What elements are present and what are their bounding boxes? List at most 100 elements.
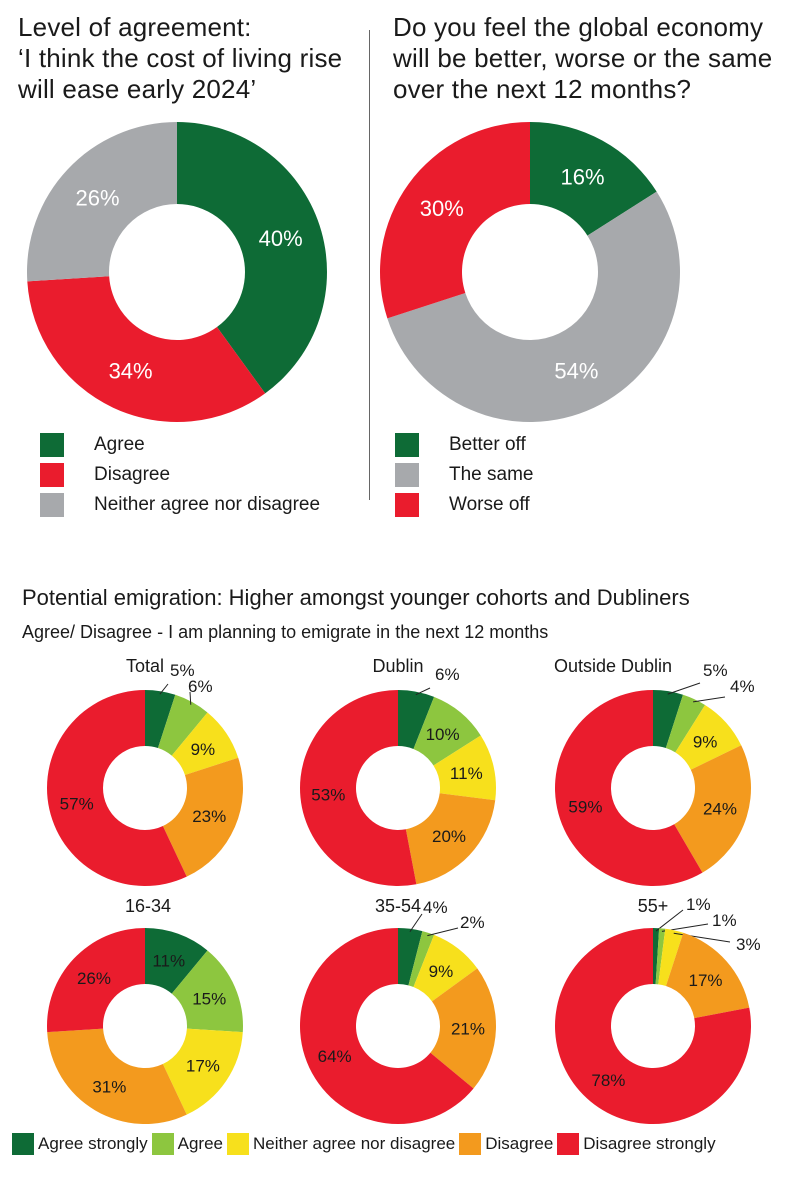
data-label: 78%: [591, 1071, 625, 1090]
data-label: 57%: [60, 794, 94, 813]
data-label: 9%: [429, 962, 454, 981]
legend-label: Disagree: [485, 1134, 554, 1153]
donut-title: Outside Dublin: [554, 656, 672, 676]
leader-line: [427, 927, 459, 937]
legend-item-agree-strongly: Agree strongly: [12, 1133, 148, 1155]
outside-dublin-donut: Outside Dublin 5%4% 9% 24% 59%: [554, 656, 755, 886]
data-label: 1%: [712, 911, 737, 930]
slice-disagree-strongly: [46, 690, 187, 886]
data-label: 21%: [451, 1019, 485, 1038]
slice-agree-strongly: [653, 928, 660, 985]
data-label: 30%: [420, 196, 464, 221]
data-label: 31%: [92, 1077, 126, 1096]
age-55-plus-donut: 55+ 1%1% 3% 17% 78%: [555, 895, 761, 1124]
leader-line: [655, 909, 684, 932]
legend-swatch-agree: [40, 433, 64, 457]
slice-disagree: [665, 932, 750, 1019]
data-label: 16%: [560, 164, 604, 189]
data-label: 9%: [693, 732, 718, 751]
legend-item-agree: Agree: [151, 1133, 223, 1155]
leader-line: [692, 696, 726, 703]
data-label: 1%: [686, 895, 711, 914]
slice-the-same: [387, 191, 680, 422]
legend-swatch: [557, 1133, 580, 1155]
data-label: 5%: [170, 661, 195, 680]
slice-agree: [157, 694, 208, 756]
title-line: will ease early 2024’: [18, 74, 257, 104]
slice-disagree-strongly: [555, 690, 703, 886]
title-line: over the next 12 months?: [393, 74, 692, 104]
legend-swatch: [12, 1133, 34, 1155]
slice-agree-strongly: [398, 928, 423, 986]
data-label: 24%: [703, 800, 737, 819]
data-label: 59%: [568, 797, 602, 816]
data-label: 15%: [192, 989, 226, 1008]
data-label: 11%: [450, 764, 483, 783]
slice-worse-off: [380, 122, 530, 319]
data-label: 2%: [460, 913, 485, 932]
slice-disagree: [430, 968, 496, 1089]
data-label: 6%: [188, 677, 213, 696]
donut-title: 16-34: [125, 896, 171, 916]
cost-of-living-donut: 40% 34% 26%: [26, 122, 328, 422]
donut-title: Dublin: [372, 656, 423, 676]
data-label: 54%: [554, 359, 598, 384]
legend-swatch-disagree: [40, 463, 64, 487]
data-label: 34%: [109, 359, 153, 384]
age-16-34-donut: 16-34 11% 15% 17% 31% 26%: [47, 896, 244, 1124]
legend-label: Agree: [94, 434, 145, 455]
data-label: 23%: [192, 807, 226, 826]
slice-disagree: [27, 276, 266, 422]
slice-agree-strongly: [145, 928, 208, 994]
leader-line: [189, 691, 192, 705]
title-line: ‘I think the cost of living rise: [18, 43, 343, 73]
data-label: 9%: [191, 740, 216, 759]
leader-line: [159, 683, 169, 695]
legend-item-neither: Neither agree nor disagree: [40, 493, 320, 517]
slice-agree-strongly: [653, 690, 683, 749]
legend-item-disagree-strongly: Disagree strongly: [557, 1133, 716, 1155]
legend-swatch: [459, 1133, 482, 1155]
slice-disagree: [47, 1028, 187, 1124]
data-label: 4%: [730, 677, 755, 696]
legend-swatch: [151, 1133, 174, 1155]
legend-label: Worse off: [449, 494, 530, 515]
legend-swatch-the-same: [395, 463, 419, 487]
slice-disagree-strongly: [299, 928, 474, 1124]
slice-agree: [171, 950, 244, 1033]
slice-disagree-strongly: [47, 928, 145, 1033]
donut-title: 55+: [638, 896, 669, 916]
legend-label: Disagree strongly: [583, 1134, 716, 1153]
slice-disagree-strongly: [299, 690, 417, 886]
data-label: 40%: [259, 226, 303, 251]
emigration-legend: Agree strongly Agree Neither agree nor d…: [12, 1133, 720, 1155]
data-label: 6%: [435, 665, 460, 684]
slice-neither-agree-nor-disagree: [658, 928, 684, 987]
legend-item-the-same: The same: [395, 463, 533, 487]
legend-label: Agree strongly: [38, 1134, 148, 1153]
total-donut: Total 5%6% 9% 23% 57%: [46, 656, 243, 886]
data-label: 17%: [186, 1056, 220, 1075]
global-economy-donut: 16% 54% 30%: [380, 122, 680, 422]
data-label: 5%: [703, 661, 728, 680]
legend-swatch: [227, 1133, 249, 1155]
data-label: 17%: [688, 971, 722, 990]
legend-label: Disagree: [94, 464, 171, 485]
slice-disagree-strongly: [555, 928, 751, 1124]
slice-disagree: [405, 793, 496, 885]
slice-disagree: [674, 745, 751, 873]
slice-neither-agree-nor-disagree: [162, 1028, 243, 1115]
slice-neither-agree-nor-disagree: [433, 735, 496, 801]
slice-agree: [177, 122, 328, 394]
leader-line: [415, 687, 431, 696]
legend-label: Agree: [177, 1134, 223, 1153]
leader-line: [667, 682, 701, 695]
column-divider: [369, 30, 370, 500]
slice-neither-agree-nor-disagree: [413, 934, 478, 1002]
emigration-subheading: Agree/ Disagree - I am planning to emigr…: [22, 622, 549, 642]
slice-better-off: [530, 122, 657, 236]
global-economy-title: Do you feel the global economy will be b…: [393, 12, 793, 105]
data-label: 3%: [736, 935, 761, 954]
legend-item-disagree: Disagree: [459, 1133, 553, 1155]
slice-neither-agree-nor-disagree: [171, 712, 239, 776]
